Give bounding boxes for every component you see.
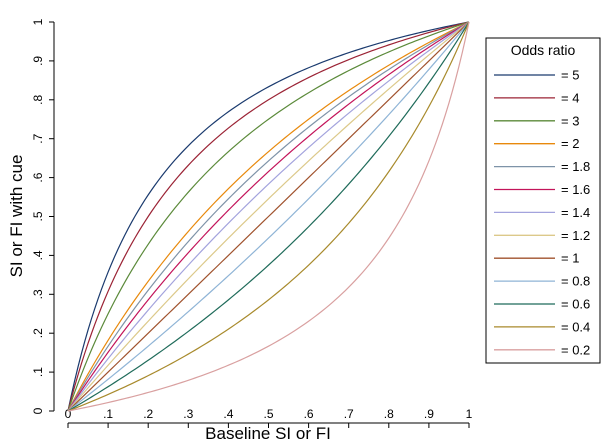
series-line	[67, 21, 470, 412]
legend-label: = 1.6	[561, 182, 590, 197]
y-tick-label: .9	[31, 56, 45, 66]
series-line	[67, 21, 470, 412]
y-tick-label: .4	[31, 250, 45, 260]
y-tick-label: .7	[31, 133, 45, 143]
legend-label: = 1.2	[561, 228, 590, 243]
series-line	[67, 21, 470, 412]
legend-label: = 5	[561, 68, 579, 83]
series-line	[67, 21, 470, 412]
y-tick-label: .6	[31, 172, 45, 182]
y-tick-label: .8	[31, 94, 45, 104]
x-tick-label: .2	[143, 407, 153, 421]
x-tick-label: .1	[103, 407, 113, 421]
y-tick-label: .2	[31, 328, 45, 338]
legend-label: = 2	[561, 136, 579, 151]
series-line	[67, 21, 470, 412]
y-tick-label: .5	[31, 211, 45, 221]
x-tick-label: .6	[304, 407, 314, 421]
x-tick-label: .5	[263, 407, 273, 421]
legend: Odds ratio = 5= 4= 3= 2= 1.8= 1.6= 1.4= …	[485, 37, 601, 364]
x-tick-label: .3	[183, 407, 193, 421]
legend-title: Odds ratio	[511, 42, 576, 58]
series-line	[67, 21, 470, 412]
y-tick-label: .3	[31, 289, 45, 299]
series-lines	[67, 21, 470, 412]
x-tick-label: .8	[384, 407, 394, 421]
legend-label: = 1.8	[561, 159, 590, 174]
series-line	[67, 21, 470, 412]
legend-label: = 0.2	[561, 342, 590, 357]
legend-label: = 3	[561, 113, 579, 128]
series-line	[67, 21, 470, 412]
legend-label: = 1.4	[561, 205, 590, 220]
legend-items: = 5 = 4 = 3 = 2 = 1.8 = 1.6 = 1.4 = 1.2 = 1 = 0.8…	[494, 68, 590, 357]
x-tick-label: 1	[466, 407, 473, 421]
x-tick-label: .9	[424, 407, 434, 421]
series-line	[67, 21, 470, 412]
y-tick-label: 1	[31, 18, 45, 25]
series-line	[67, 21, 470, 412]
x-tick-label: .4	[223, 407, 233, 421]
legend-box	[485, 37, 601, 364]
x-ticks: 0 .1 .2 .3 .4 .5 .6 .7 .8 .9 1	[65, 407, 473, 428]
legend-label: = 0.4	[561, 319, 590, 334]
y-tick-label: 0	[31, 407, 45, 414]
series-line	[67, 21, 470, 412]
legend-label: = 0.6	[561, 297, 590, 312]
x-axis-title: Baseline SI or FI	[205, 424, 331, 443]
y-tick-label: .1	[31, 367, 45, 377]
legend-label: = 0.8	[561, 274, 590, 289]
x-tick-label: 0	[65, 407, 72, 421]
series-line	[67, 21, 470, 412]
legend-label: = 1	[561, 251, 579, 266]
y-ticks: 0 .1 .2 .3 .4 .5 .6 .7 .8 .9 1	[31, 18, 54, 414]
series-line	[67, 21, 470, 412]
y-axis-title: SI or FI with cue	[7, 155, 26, 278]
legend-label: = 4	[561, 90, 579, 105]
x-tick-label: .7	[344, 407, 354, 421]
